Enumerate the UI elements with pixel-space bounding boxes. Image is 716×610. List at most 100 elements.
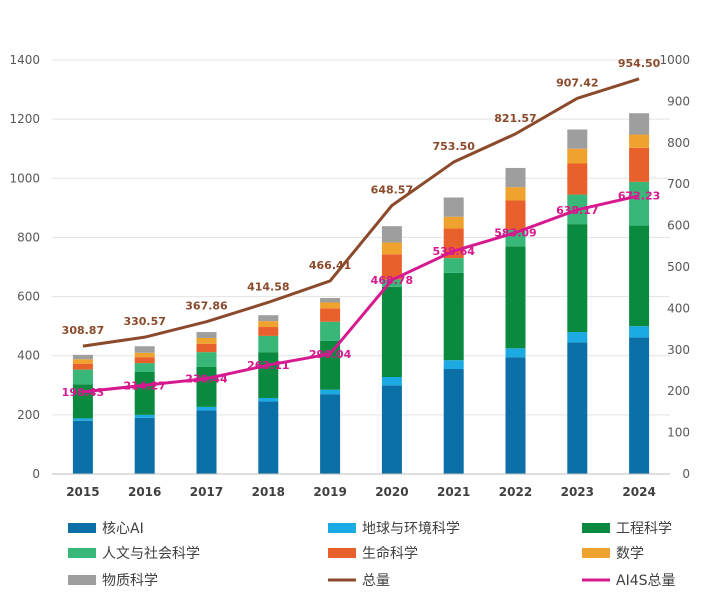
bars-layer xyxy=(73,113,649,474)
bar-segment xyxy=(444,258,464,273)
x-tick-label: 2020 xyxy=(375,485,408,499)
y-right-tick-label: 900 xyxy=(667,94,690,108)
data-label: 290.04 xyxy=(309,348,352,361)
legend-label: 地球与环境科学 xyxy=(362,521,460,537)
bar-segment xyxy=(135,346,155,353)
bar-segment xyxy=(567,332,587,342)
bar-segment xyxy=(258,327,278,336)
data-label: 638.17 xyxy=(556,204,598,217)
bar-segment xyxy=(135,353,155,357)
data-label: 214.27 xyxy=(123,379,165,392)
data-label: 330.57 xyxy=(123,315,165,328)
bar-segment xyxy=(382,377,402,385)
bar-segment xyxy=(506,200,526,230)
bar-segment xyxy=(197,407,217,411)
y-left-tick-label: 0 xyxy=(32,467,40,481)
bar-segment xyxy=(258,398,278,402)
bar-segment xyxy=(629,148,649,182)
y-right-tick-label: 100 xyxy=(667,426,690,440)
x-tick-label: 2024 xyxy=(622,485,655,499)
data-label: 753.50 xyxy=(432,140,475,153)
data-label: 466.41 xyxy=(309,259,351,272)
bar-segment xyxy=(320,302,340,308)
y-right-tick-label: 600 xyxy=(667,219,690,233)
bar-segment xyxy=(73,370,93,385)
data-label: 648.57 xyxy=(371,183,413,196)
bar-segment xyxy=(444,273,464,360)
data-label: 672.23 xyxy=(618,190,660,203)
legend-swatch xyxy=(68,523,96,533)
bar-segment xyxy=(382,242,402,254)
x-tick-label: 2022 xyxy=(499,485,532,499)
legend-label: 数学 xyxy=(616,546,644,562)
bar-segment xyxy=(506,357,526,474)
bar-segment xyxy=(444,360,464,369)
y-left-tick-label: 400 xyxy=(17,349,40,363)
legend-swatch xyxy=(328,523,356,533)
bar-segment xyxy=(258,321,278,327)
bar-segment xyxy=(135,415,155,418)
data-label: 954.50 xyxy=(618,57,661,70)
y-left-tick-label: 1200 xyxy=(9,112,40,126)
bar-segment xyxy=(320,298,340,302)
y-left-tick-label: 1000 xyxy=(9,171,40,185)
series-line xyxy=(83,196,639,392)
y-right-tick-label: 0 xyxy=(682,467,690,481)
bar-segment xyxy=(197,338,217,344)
data-label: 583.09 xyxy=(494,227,536,240)
axes-layer: 0 200 400 600 800 1000 1200 1400 0 100 200 300 400 50… xyxy=(9,53,690,499)
bar-segment xyxy=(382,226,402,242)
bar-segment xyxy=(258,402,278,474)
bar-segment xyxy=(506,187,526,200)
data-label: 230.44 xyxy=(185,373,228,386)
y-right-tick-label: 200 xyxy=(667,384,690,398)
bar-segment xyxy=(135,357,155,363)
bar-segment xyxy=(320,322,340,341)
bar-segment xyxy=(320,308,340,321)
y-left-tick-label: 200 xyxy=(17,408,40,422)
bar-segment xyxy=(382,385,402,474)
data-label: 414.58 xyxy=(247,280,289,293)
y-left-tick-label: 1400 xyxy=(9,53,40,67)
data-label: 263.11 xyxy=(247,359,289,372)
legend-swatch xyxy=(328,548,356,558)
bar-segment xyxy=(197,410,217,474)
x-tick-label: 2016 xyxy=(128,485,161,499)
bar-segment xyxy=(73,355,93,359)
legend-label: 总量 xyxy=(362,573,390,589)
bar-segment xyxy=(320,394,340,474)
bar-segment xyxy=(506,246,526,348)
legend-label: 工程科学 xyxy=(616,521,672,537)
y-right-tick-label: 1000 xyxy=(659,53,690,67)
bar-segment xyxy=(73,421,93,474)
data-label: 308.87 xyxy=(62,324,104,337)
bar-segment xyxy=(135,363,155,372)
y-right-tick-label: 500 xyxy=(667,260,690,274)
bar-segment xyxy=(567,164,587,195)
x-tick-label: 2023 xyxy=(561,485,594,499)
y-left-tick-label: 800 xyxy=(17,230,40,244)
bar-segment xyxy=(506,348,526,357)
bar-segment xyxy=(506,168,526,187)
bar-segment xyxy=(73,364,93,370)
bar-segment xyxy=(444,198,464,217)
bar-segment xyxy=(258,336,278,352)
data-label: 821.57 xyxy=(494,112,536,125)
bar-segment xyxy=(382,287,402,377)
y-right-tick-label: 300 xyxy=(667,343,690,357)
legend-label: 物质科学 xyxy=(102,573,158,589)
y-left-tick-label: 600 xyxy=(17,290,40,304)
bar-segment xyxy=(444,217,464,229)
bar-segment xyxy=(73,359,93,363)
x-tick-label: 2018 xyxy=(252,485,285,499)
legend-swatch xyxy=(582,523,610,533)
bar-segment xyxy=(629,326,649,337)
bar-segment xyxy=(567,224,587,332)
y-right-tick-label: 400 xyxy=(667,301,690,315)
legend-swatch xyxy=(582,548,610,558)
bar-segment xyxy=(629,135,649,148)
x-tick-label: 2019 xyxy=(313,485,346,499)
